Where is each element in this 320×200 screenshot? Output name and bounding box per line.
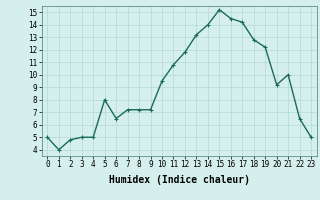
X-axis label: Humidex (Indice chaleur): Humidex (Indice chaleur) (109, 175, 250, 185)
